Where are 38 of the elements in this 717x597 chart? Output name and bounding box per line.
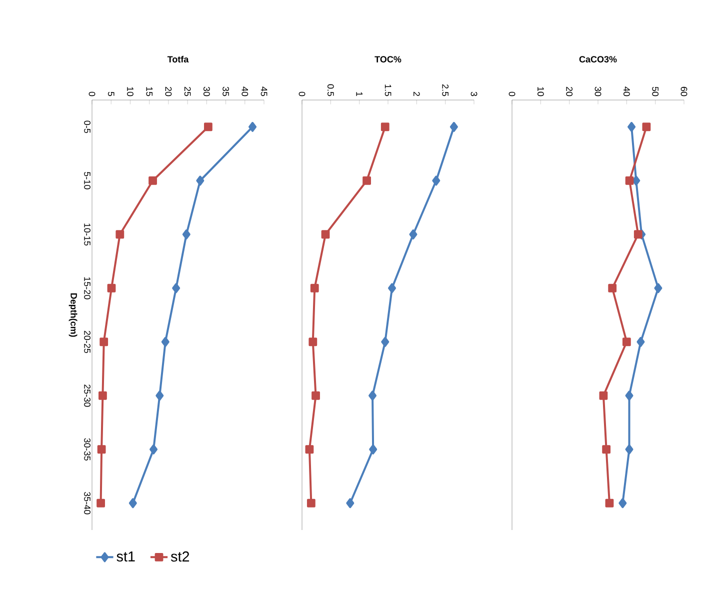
y-axis-title: Depth(cm) bbox=[68, 293, 78, 337]
chart-title: Totfa bbox=[167, 56, 189, 62]
x-tick-label: 2 bbox=[414, 92, 420, 96]
y-tick-label: 30-35 bbox=[84, 438, 90, 461]
x-tick-label: 5 bbox=[108, 92, 114, 96]
y-tick-label: 15-20 bbox=[84, 277, 90, 300]
x-tick-label: 0 bbox=[508, 92, 516, 96]
x-tick-label: 60 bbox=[680, 86, 688, 96]
x-tick-label: 10 bbox=[537, 87, 544, 96]
x-tick-label: 1 bbox=[356, 92, 362, 96]
chart-title: CaCO3% bbox=[579, 56, 617, 62]
y-tick-label: 5-10 bbox=[84, 172, 90, 190]
y-tick-label: 35-40 bbox=[84, 492, 90, 514]
x-tick-label: 45 bbox=[260, 86, 268, 96]
chart-title: TOC% bbox=[374, 56, 402, 62]
legend-label: st1 bbox=[116, 551, 135, 562]
x-tick-label: 30 bbox=[203, 86, 210, 96]
x-tick-label: 30 bbox=[594, 86, 602, 96]
x-tick-label: 0 bbox=[88, 92, 96, 96]
x-tick-label: 25 bbox=[184, 86, 191, 96]
x-tick-label: 3 bbox=[470, 92, 478, 96]
x-tick-label: 10 bbox=[127, 87, 134, 96]
x-tick-label: 50 bbox=[652, 86, 659, 96]
legend-label: st2 bbox=[170, 551, 190, 562]
x-tick-label: 40 bbox=[242, 86, 248, 96]
x-tick-label: 40 bbox=[623, 86, 630, 96]
y-tick-label: 25-30 bbox=[84, 384, 90, 407]
y-tick-label: 10-15 bbox=[84, 224, 90, 246]
x-tick-label: 0.5 bbox=[327, 84, 334, 96]
x-tick-label: 2.5 bbox=[442, 84, 449, 96]
x-tick-label: 1.5 bbox=[384, 84, 392, 96]
x-tick-label: 20 bbox=[165, 86, 172, 96]
x-tick-label: 20 bbox=[566, 86, 573, 96]
y-tick-label: 20-25 bbox=[84, 330, 90, 354]
x-tick-label: 35 bbox=[222, 86, 229, 96]
x-tick-label: 15 bbox=[146, 87, 152, 96]
x-tick-label: 0 bbox=[298, 92, 306, 96]
y-tick-label: 0-5 bbox=[84, 120, 90, 134]
